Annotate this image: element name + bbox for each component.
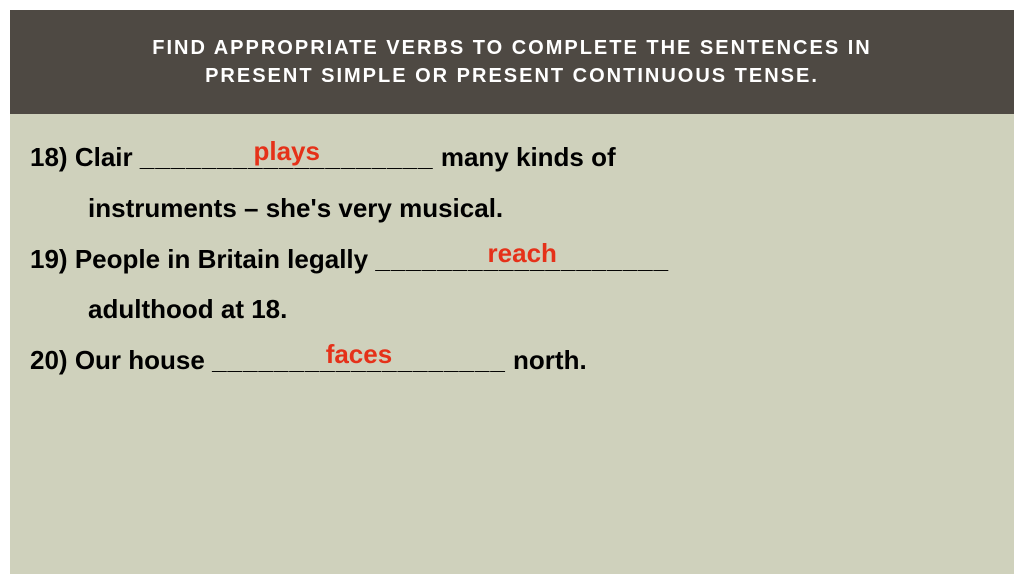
question-number: 20) <box>30 345 68 375</box>
blank-container: faces ___________________ <box>212 337 506 384</box>
blank-container: plays ___________________ <box>140 134 434 181</box>
instruction-line1: FIND APPROPRIATE VERBS TO COMPLETE THE S… <box>30 34 994 62</box>
question-18-line2: instruments – she's very musical. <box>88 185 984 232</box>
question-number: 18) <box>30 142 68 172</box>
answer-text: plays <box>253 128 320 175</box>
instruction-line2: PRESENT SIMPLE OR PRESENT CONTINUOUS TEN… <box>30 62 994 90</box>
blank-container: reach ___________________ <box>375 236 669 283</box>
question-number: 19) <box>30 244 68 274</box>
question-text-before: Our house <box>75 345 205 375</box>
question-text-before: Clair <box>75 142 133 172</box>
question-text-before: People in Britain legally <box>75 244 368 274</box>
question-18-line1: 18) Clair plays ___________________ many… <box>30 134 984 181</box>
question-19-line2: adulthood at 18. <box>88 286 984 333</box>
question-19-line1: 19) People in Britain legally reach ____… <box>30 236 984 283</box>
question-20-line1: 20) Our house faces ___________________ … <box>30 337 984 384</box>
instruction-header: FIND APPROPRIATE VERBS TO COMPLETE THE S… <box>10 10 1014 114</box>
question-text-after: many kinds of <box>441 142 616 172</box>
answer-text: reach <box>488 230 557 277</box>
content-area: 18) Clair plays ___________________ many… <box>10 114 1014 574</box>
answer-text: faces <box>326 331 393 378</box>
question-text-after: north. <box>513 345 587 375</box>
